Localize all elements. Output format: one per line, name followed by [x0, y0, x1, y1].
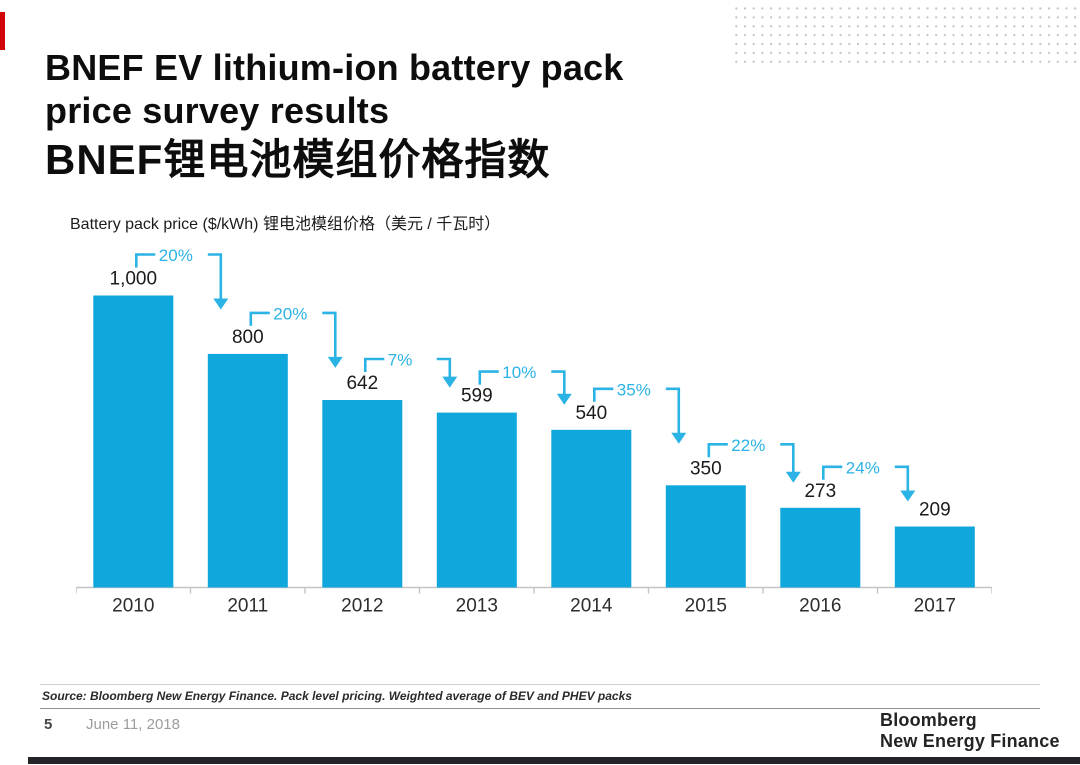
- drop-arrow-line-1: [207, 253, 223, 300]
- drop-arrow-line-7: [894, 465, 910, 492]
- title-line-2: price survey results: [45, 90, 390, 132]
- value-label-2014: 540: [575, 403, 607, 424]
- drop-arrow-line-3: [436, 357, 452, 378]
- drop-label-4: 10%: [502, 363, 536, 382]
- red-accent-bar: [0, 12, 5, 50]
- drop-arrowhead-icon-3: [442, 376, 458, 388]
- value-label-2010: 1,000: [110, 269, 158, 290]
- drop-arrow-line-6: [780, 443, 795, 473]
- value-label-2017: 209: [919, 500, 951, 521]
- year-label-2016: 2016: [799, 596, 841, 617]
- page-number: 5: [44, 716, 53, 733]
- source-divider-top: [40, 684, 1040, 685]
- value-label-2013: 599: [461, 386, 493, 407]
- drop-label-6: 22%: [731, 436, 765, 455]
- value-label-2015: 350: [690, 458, 722, 479]
- source-note: Source: Bloomberg New Energy Finance. Pa…: [42, 689, 632, 703]
- footer-accent-bar: [28, 757, 1080, 764]
- title-line-3-chinese: BNEF锂电池模组价格指数: [45, 136, 551, 184]
- drop-arrowhead-icon-5: [671, 432, 687, 444]
- slide-date: June 11, 2018: [86, 716, 180, 733]
- x-axis: [76, 586, 992, 594]
- chart-axis-title: Battery pack price ($/kWh) 锂电池模组价格（美元 / …: [70, 216, 501, 233]
- drop-arrowhead-icon-2: [327, 356, 343, 368]
- drop-arrow-line-2: [322, 311, 337, 358]
- price-bar-2015: [665, 485, 746, 588]
- drop-arrowhead-icon-1: [213, 298, 229, 310]
- price-bar-2013: [436, 412, 517, 588]
- drop-bracket-2: [249, 311, 270, 326]
- drop-bracket-5: [593, 387, 614, 402]
- drop-arrowhead-icon-7: [900, 490, 916, 502]
- price-bar-2017: [894, 526, 975, 588]
- logo-line-1: Bloomberg: [880, 710, 977, 730]
- slide-title: BNEF EV lithium-ion battery pack price s…: [45, 46, 623, 186]
- year-label-2017: 2017: [914, 596, 956, 617]
- drop-label-1: 20%: [159, 246, 193, 265]
- value-label-2012: 642: [346, 373, 378, 394]
- drop-arrowhead-icon-4: [556, 393, 572, 405]
- logo-line-2: New Energy Finance: [880, 731, 1060, 751]
- year-label-2010: 2010: [112, 596, 154, 617]
- drop-bracket-6: [707, 443, 728, 458]
- battery-price-bar-chart: 1,000 2010 800 2011 642 2012 599 2013 540 2014 350…: [76, 246, 992, 617]
- price-bar-2014: [551, 429, 632, 588]
- year-label-2015: 2015: [685, 596, 727, 617]
- value-label-2016: 273: [804, 481, 836, 502]
- year-label-2014: 2014: [570, 596, 613, 617]
- price-bar-2010: [93, 295, 174, 588]
- drop-label-3: 7%: [388, 351, 413, 370]
- value-label-2011: 800: [232, 327, 264, 348]
- drop-bracket-3: [364, 357, 385, 372]
- price-bar-2012: [322, 400, 403, 588]
- drop-bracket-1: [135, 253, 156, 268]
- drop-arrow-line-5: [665, 387, 681, 434]
- drop-label-7: 24%: [846, 458, 880, 477]
- drop-arrow-line-4: [551, 370, 566, 395]
- bloomberg-nef-logo: Bloomberg New Energy Finance: [880, 710, 1060, 752]
- year-label-2011: 2011: [227, 596, 268, 617]
- year-label-2013: 2013: [456, 596, 498, 617]
- title-line-1: BNEF EV lithium-ion battery pack: [45, 47, 624, 88]
- drop-label-5: 35%: [617, 380, 651, 399]
- drop-bracket-7: [822, 465, 843, 480]
- price-bar-2016: [780, 507, 861, 588]
- dot-pattern-decoration: [732, 4, 1080, 66]
- drop-bracket-4: [478, 370, 499, 385]
- footer-divider: [40, 708, 1040, 709]
- year-label-2012: 2012: [341, 596, 383, 617]
- drop-label-2: 20%: [273, 304, 307, 323]
- drop-arrowhead-icon-6: [785, 471, 801, 483]
- price-bar-2011: [207, 353, 288, 588]
